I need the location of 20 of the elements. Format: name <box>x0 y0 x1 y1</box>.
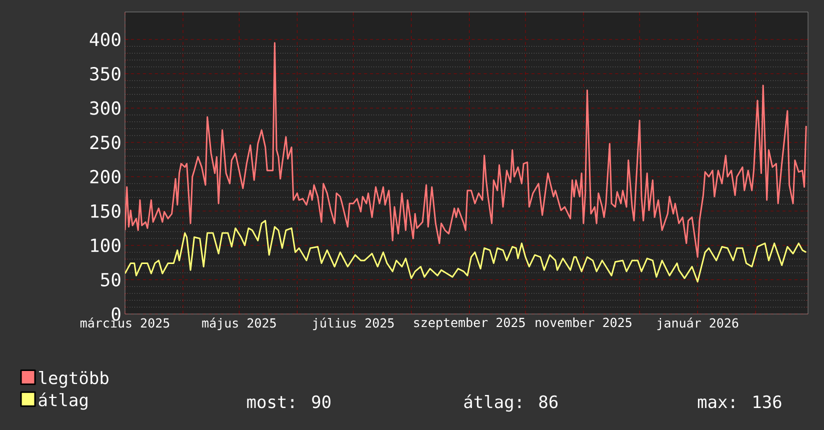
y-tick-label: 400 <box>90 32 120 46</box>
line-series <box>125 42 807 258</box>
text: most: 90 <box>247 395 330 408</box>
y-tick-label: 300 <box>90 101 120 115</box>
text: max: 136 <box>698 395 782 408</box>
y-tick-label: 350 <box>90 66 120 81</box>
legend-label: átlag <box>38 392 88 410</box>
y-tick-label: 200 <box>90 170 120 184</box>
text: átlag: 86 <box>464 394 558 412</box>
x-tick-label: július 2025 <box>313 318 394 330</box>
y-tick-label: 250 <box>90 136 120 150</box>
x-tick-label: május 2025 <box>202 318 276 330</box>
x-tick-label: november 2025 <box>536 318 632 328</box>
x-tick-label: január 2026 <box>657 318 738 330</box>
line-series <box>125 220 807 282</box>
y-tick-label: 100 <box>91 238 120 252</box>
legend-label: legtöbb <box>39 371 108 388</box>
x-tick-label: szeptember 2025 <box>414 318 525 330</box>
y-tick-label: 150 <box>91 204 120 218</box>
y-tick-label: 50 <box>101 272 120 286</box>
